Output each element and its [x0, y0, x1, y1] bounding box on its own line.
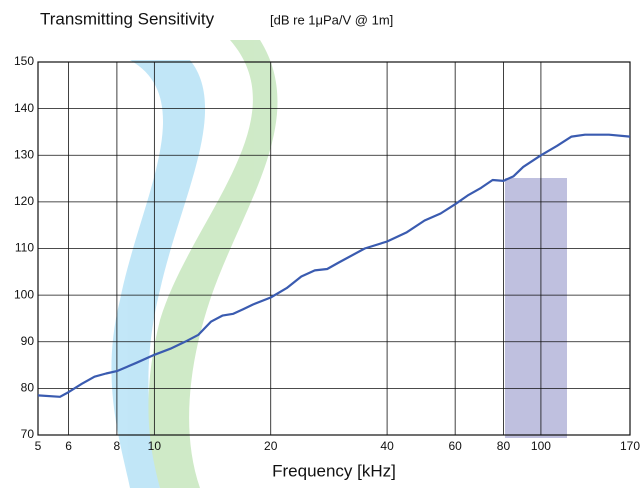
x-tick-label: 20	[264, 439, 278, 453]
x-tick-label: 10	[148, 439, 162, 453]
x-tick-label: 80	[497, 439, 511, 453]
data-line	[37, 133, 631, 398]
x-tick-label: 60	[448, 439, 462, 453]
y-tick-label: 120	[14, 194, 34, 208]
y-tick-label: 70	[21, 427, 35, 441]
y-tick-label: 110	[15, 241, 34, 255]
y-tick-label: 150	[14, 54, 34, 68]
chart-title: Transmitting Sensitivity	[40, 9, 215, 28]
y-tick-label: 140	[14, 101, 34, 115]
x-tick-label: 8	[114, 439, 121, 453]
y-tick-label: 130	[14, 147, 34, 161]
y-tick-label: 90	[21, 334, 35, 348]
x-tick-label: 170	[620, 439, 640, 453]
watermark	[111, 40, 567, 488]
chart-units: [dB re 1μPa/V @ 1m]	[270, 12, 393, 27]
y-tick-label: 80	[21, 381, 35, 395]
x-axis-label: Frequency [kHz]	[272, 461, 396, 480]
x-tick-label: 5	[35, 439, 42, 453]
x-tick-label: 6	[65, 439, 72, 453]
x-tick-label: 40	[380, 439, 394, 453]
y-tick-label: 100	[14, 287, 34, 301]
x-tick-label: 100	[531, 439, 551, 453]
